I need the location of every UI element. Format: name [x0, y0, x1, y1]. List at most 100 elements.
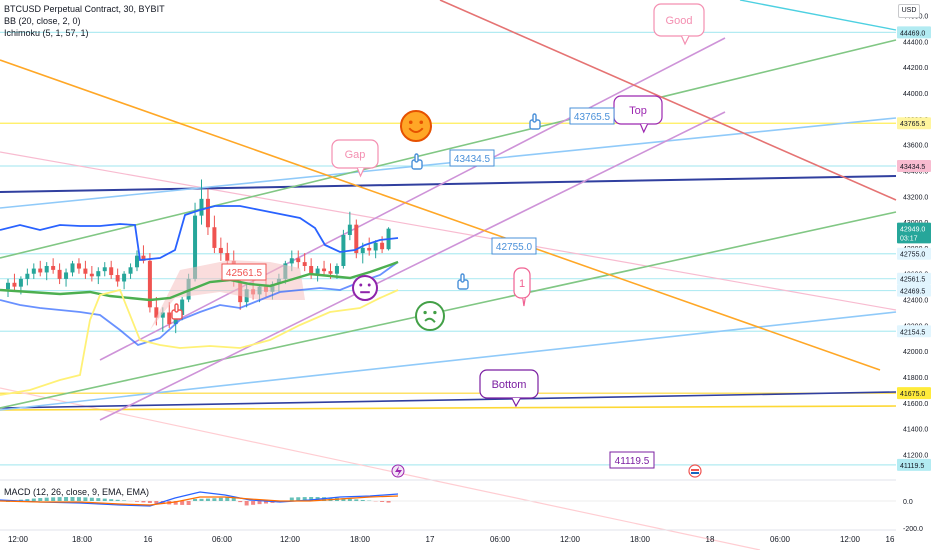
macd-histogram-bar — [83, 497, 88, 501]
y-tick-label: 44000.0 — [903, 91, 928, 98]
trend-line — [0, 387, 761, 550]
candle-body — [31, 268, 36, 274]
candle-body — [289, 258, 294, 264]
callout-top-text: Top — [629, 105, 647, 117]
candle-body — [205, 198, 210, 228]
price-badge-label: 42755.0 — [900, 252, 925, 259]
price-badge-label: 43434.5 — [900, 164, 925, 171]
candle-body — [367, 247, 372, 251]
candle-body — [360, 247, 365, 254]
x-tick-label: 16 — [144, 535, 153, 544]
candle-body — [44, 265, 49, 273]
macd-histogram-bar — [44, 497, 49, 501]
candle-body — [218, 247, 223, 254]
price-badge — [897, 159, 931, 172]
macd-histogram-bar — [76, 497, 81, 501]
trend-line — [99, 37, 726, 361]
hand-pointer-icon-finger — [414, 153, 419, 163]
callout-one-tail — [522, 297, 526, 307]
trend-line — [0, 405, 897, 411]
macd-histogram-bar — [218, 497, 223, 501]
x-tick-label: 12:00 — [280, 535, 301, 544]
candle-body — [160, 312, 165, 318]
candle-body — [322, 268, 327, 272]
candle-body — [135, 255, 139, 268]
callout-bottom-box — [479, 369, 539, 399]
candle-body — [109, 267, 114, 276]
y-tick-label: 42000.0 — [903, 349, 928, 356]
bollinger-lower — [0, 261, 399, 347]
y-tick-label: 43600.0 — [903, 143, 928, 150]
y-tick-label: 41200.0 — [903, 453, 928, 460]
macd-histogram-bar — [51, 497, 56, 501]
macd-histogram-bar — [141, 501, 146, 503]
candle-body — [328, 271, 333, 274]
macd-histogram-bar — [18, 499, 23, 501]
macd-legend[interactable]: MACD (12, 26, close, 9, EMA, EMA) — [4, 487, 150, 497]
price-badge — [897, 26, 931, 39]
candle-body — [225, 253, 230, 261]
price-badge-label: 43765.5 — [900, 121, 925, 128]
macd-histogram-bar — [212, 498, 217, 501]
x-tick-label: 06:00 — [212, 535, 233, 544]
candle-body — [141, 255, 146, 261]
symbol-legend[interactable]: BTCUSD Perpetual Contract, 30, BYBIT — [4, 4, 165, 14]
callout-bottom: Bottom — [479, 369, 539, 408]
macd-histogram-bar — [380, 501, 385, 502]
callout-gap-tail — [356, 167, 365, 178]
macd-tick-label: 0.0 — [903, 499, 913, 506]
candle-body — [89, 273, 94, 277]
candle-body — [199, 198, 204, 216]
currency-button[interactable]: USD — [898, 4, 920, 18]
candle-body — [83, 268, 88, 274]
macd-histogram-bar — [147, 501, 152, 504]
us-flag-stripe-icon — [691, 469, 699, 471]
ichimoku-lagging-line — [0, 288, 399, 396]
macd-histogram-bar — [251, 501, 256, 505]
trend-line — [0, 175, 897, 193]
label-43765-text: 43765.5 — [574, 112, 611, 123]
hand-pointer-icon-finger — [460, 273, 465, 283]
price-badge — [897, 458, 931, 471]
macd-histogram-bar — [135, 501, 139, 502]
candle-body — [12, 282, 17, 287]
macd-histogram-bar — [264, 501, 268, 504]
label-41119-text: 41119.5 — [615, 456, 650, 467]
ichimoku-legend[interactable]: Ichimoku (5, 1, 57, 1) — [4, 28, 89, 38]
hand-pointer-icon — [457, 273, 469, 290]
lightning-glyph-icon — [395, 466, 402, 477]
macd-histogram-bar — [154, 501, 159, 504]
candle-body — [341, 235, 346, 266]
neutral-face-icon-eye — [359, 283, 363, 287]
macd-histogram-bar — [122, 500, 127, 501]
macd-histogram-bar — [25, 499, 30, 501]
callout-bottom-tail — [511, 397, 522, 408]
macd-histogram-bar — [96, 498, 101, 501]
price-badge — [897, 284, 931, 297]
macd-histogram-bar — [205, 498, 210, 501]
trend-line — [99, 111, 726, 421]
macd-histogram-bar — [360, 499, 365, 501]
y-tick-label: 41400.0 — [903, 427, 928, 434]
candle-body — [315, 268, 320, 274]
macd-histogram-bar — [386, 501, 391, 503]
candle-body — [354, 224, 359, 254]
bb-legend[interactable]: BB (20, close, 2, 0) — [4, 16, 81, 26]
candle-body — [193, 215, 198, 279]
x-tick-label: 12:00 — [560, 535, 581, 544]
macd-histogram-bar — [180, 501, 185, 505]
macd-histogram-bar — [341, 498, 346, 501]
candle-body — [128, 267, 133, 274]
trend-line — [0, 59, 881, 371]
price-badge — [897, 325, 931, 338]
macd-histogram-bar — [302, 497, 307, 501]
y-tick-label: 44400.0 — [903, 39, 928, 46]
macd-histogram-bar — [64, 497, 69, 501]
callout-gap: Gap — [331, 139, 379, 178]
callout-top: Top — [613, 95, 663, 134]
label-43434-box — [449, 149, 495, 167]
candle-body — [167, 312, 172, 325]
x-tick-label: 18:00 — [630, 535, 651, 544]
